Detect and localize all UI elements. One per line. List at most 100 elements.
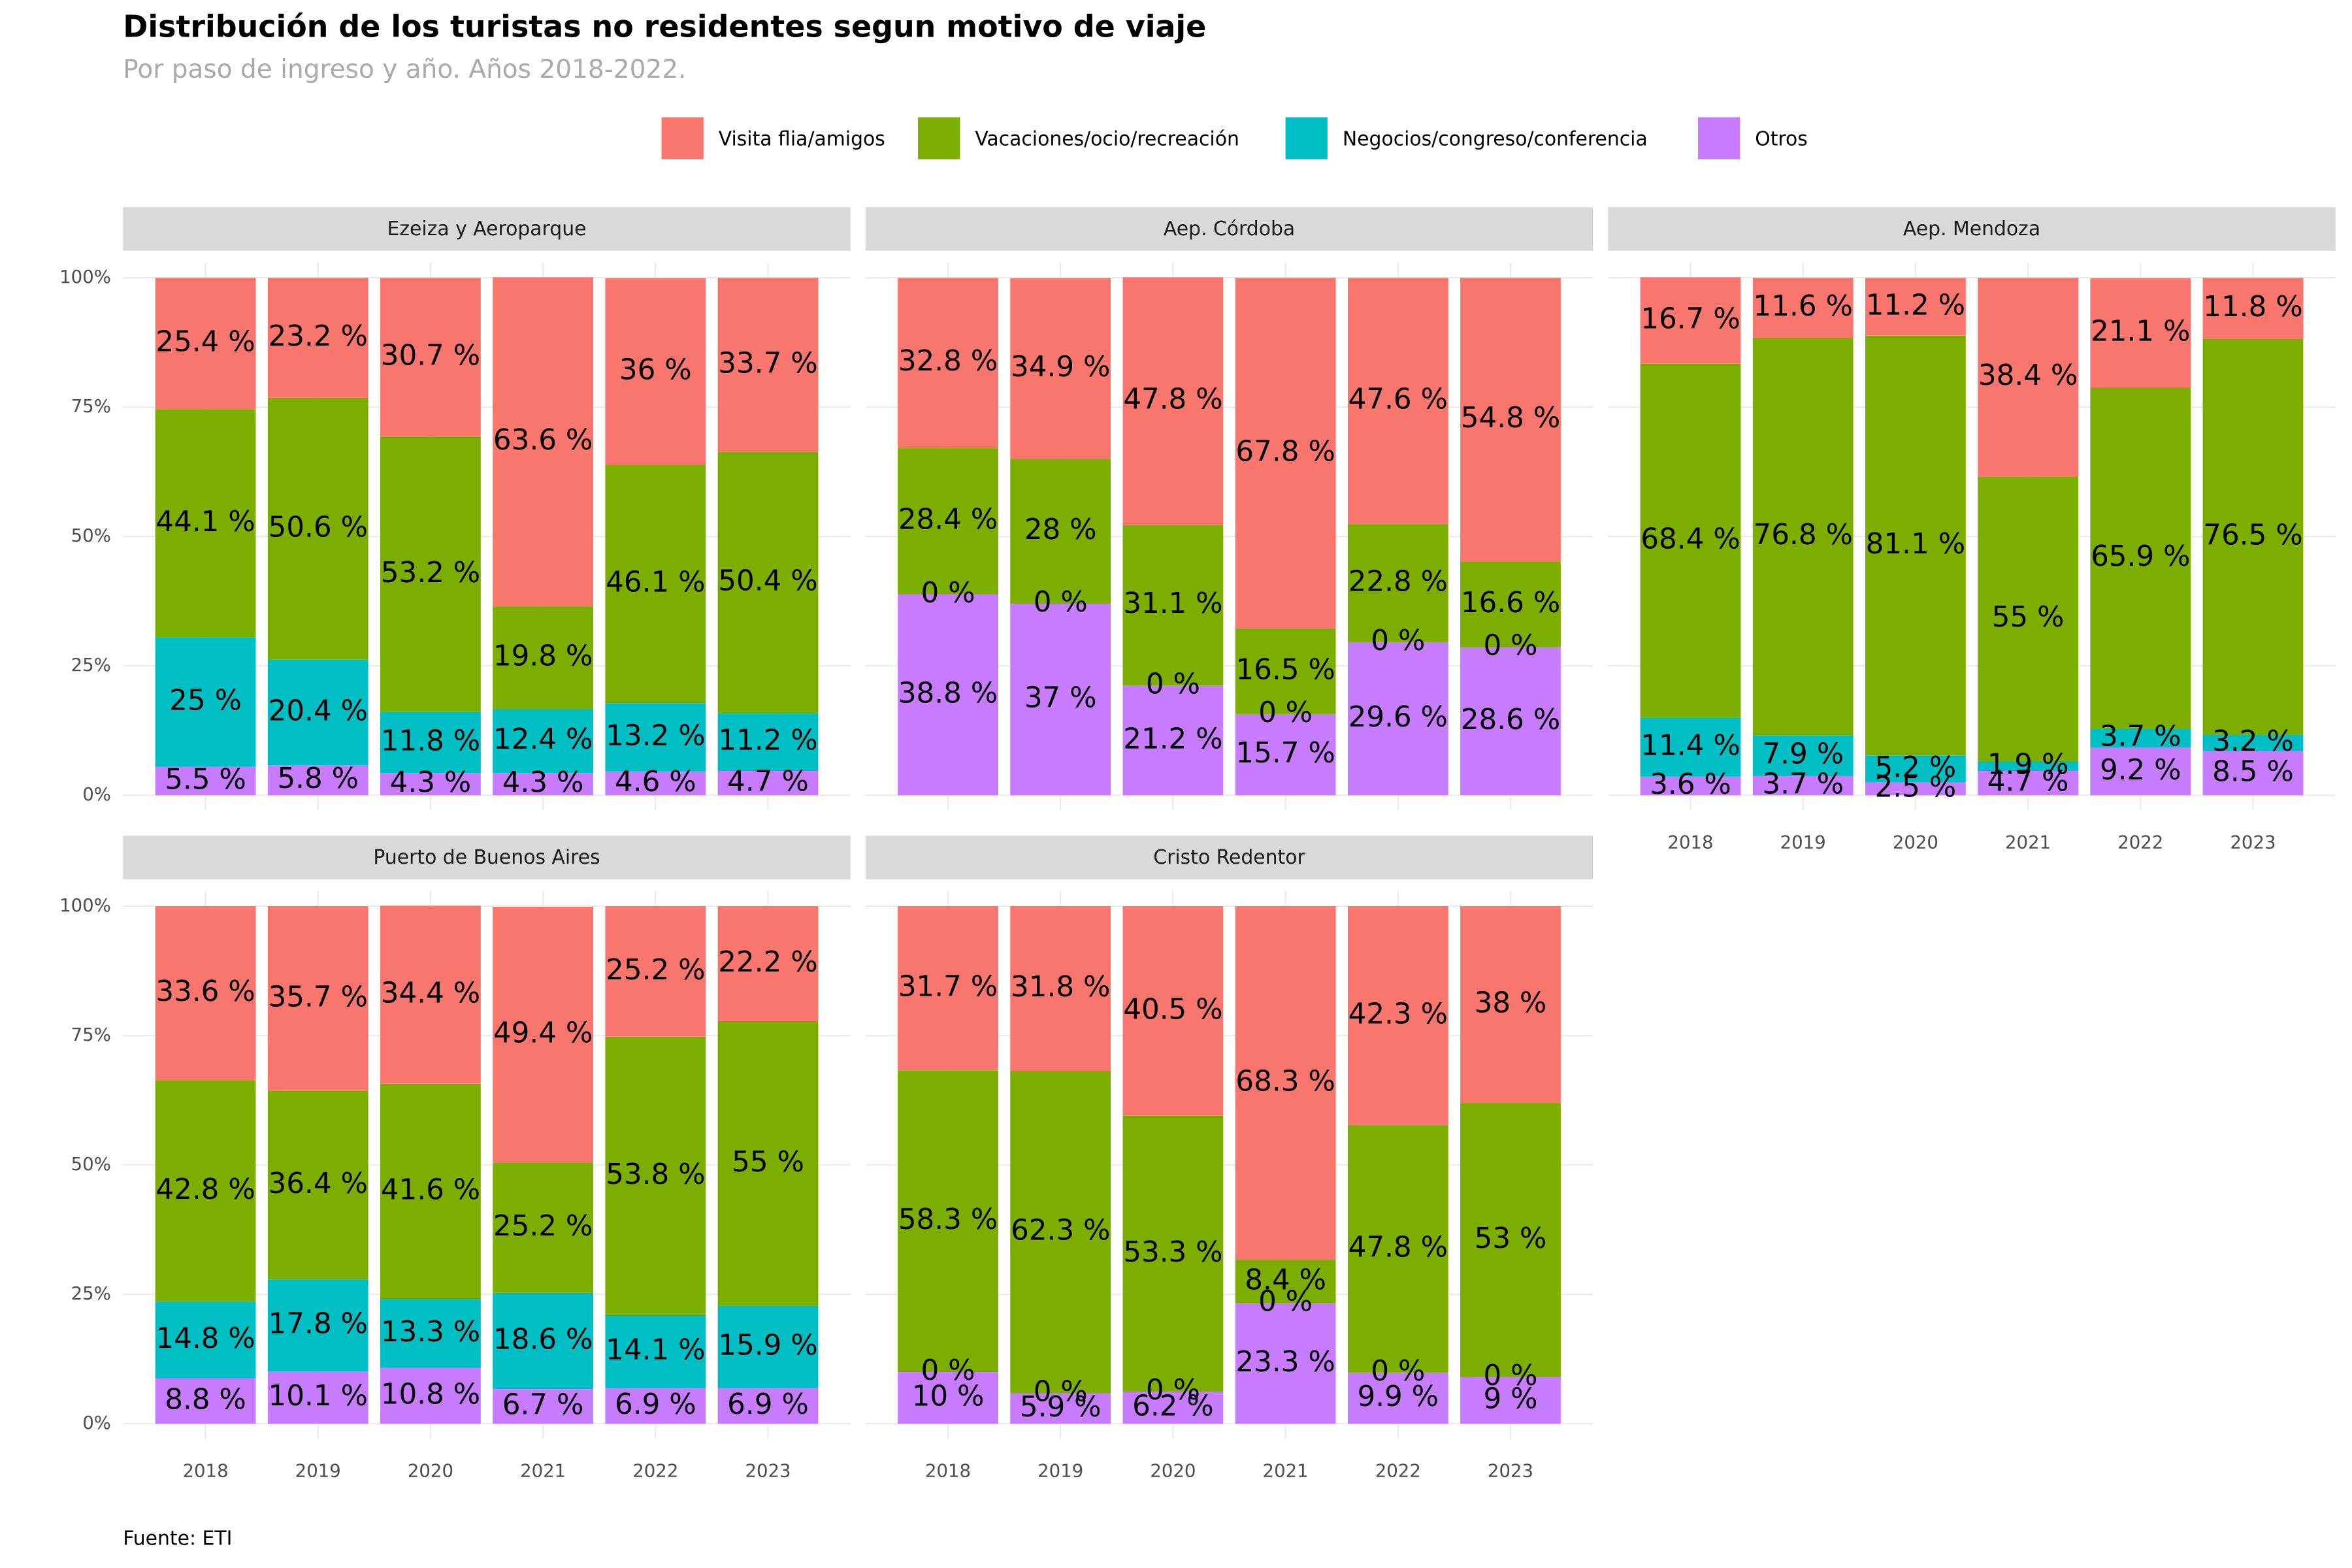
strip-label: Aep. Mendoza [1903,218,2040,240]
value-label: 81.1 % [1866,528,1965,561]
bar-segment [898,278,998,448]
bar-segment [605,465,706,704]
bar-segment [1235,713,1336,796]
bar-segment [380,1299,481,1368]
bar-segment [267,278,368,398]
value-label: 3.7 % [1762,768,1844,801]
bar-segment [1010,278,1111,459]
value-label: 25 % [169,685,242,717]
bar-segment [1865,755,1966,783]
bar-segment [605,1036,706,1315]
bar-segment [1865,278,1966,336]
y-tick-label: 25% [71,655,111,676]
y-tick-label: 100% [59,895,111,916]
value-label: 3.7 % [2100,721,2181,753]
bar-segment [2202,278,2304,339]
bar-segment [1235,629,1336,714]
value-label: 22.8 % [1348,565,1448,598]
value-label: 7.9 % [1762,738,1844,771]
value-label: 38 % [1475,987,1547,1020]
value-label: 11.4 % [1641,730,1740,762]
x-tick-label: 2023 [2230,832,2276,853]
value-label: 25.2 % [606,954,705,987]
value-label: 28 % [1024,514,1097,546]
value-label: 16.6 % [1461,587,1560,619]
value-label: 31.7 % [898,971,998,1004]
bar-segment [898,594,998,796]
bar-segment [1122,1392,1224,1424]
value-label: 9 % [1483,1383,1537,1416]
bar-segment [717,906,819,1021]
bar-segment [1122,1115,1224,1392]
value-label: 11.2 % [1866,289,1965,321]
bar-segment [267,659,368,766]
x-tick-label: 2021 [520,1461,566,1482]
x-tick-label: 2020 [1893,832,1938,853]
bar-segment [380,436,481,712]
value-label: 11.6 % [1753,290,1852,323]
bar-segment [1347,524,1448,642]
bar-segment [1460,278,1561,562]
value-label: 15.7 % [1235,737,1335,770]
bar-segment [1347,1372,1448,1424]
bar-segment [493,708,594,774]
legend-key [918,117,960,159]
legend-key [661,117,704,159]
bar-segment [898,906,998,1071]
legend-key [1285,117,1328,159]
strip [865,836,1593,879]
value-label: 3.6 % [1650,768,1731,801]
value-label: 37 % [1024,682,1097,715]
value-label: 30.7 % [381,340,480,372]
strip-label: Ezeiza y Aeroparque [387,218,587,240]
bar-segment [1752,776,1854,796]
value-label: 4.7 % [727,766,809,798]
value-label: 11.8 % [2203,291,2302,323]
value-label: 49.4 % [493,1017,593,1050]
bar-segment [380,1367,481,1424]
bar-segment [1235,278,1336,629]
value-label: 63.6 % [493,424,593,457]
bar-segment [155,409,256,638]
bar-segment [1978,770,2078,796]
value-label: 14.8 % [155,1322,255,1355]
value-label: 35.7 % [269,981,368,1014]
bar-segment [1235,906,1336,1260]
bar-segment [1460,561,1561,647]
bar-segment [1347,1125,1448,1373]
bar-segment [2202,751,2304,796]
bar-segment [717,452,819,713]
value-label: 50.4 % [718,565,817,598]
value-label: 4.3 % [502,766,584,799]
bar-segment [1460,906,1561,1103]
bar-segment [493,1292,594,1390]
strip [865,207,1593,251]
bar-segment [493,906,594,1163]
value-label: 55 % [1992,601,2065,634]
value-label: 44.1 % [155,506,255,538]
value-label: 10 % [912,1380,985,1413]
legend-label: Otros [1755,127,1808,150]
strip-label: Cristo Redentor [1153,846,1305,869]
legend-key [1697,117,1740,159]
value-label: 13.2 % [606,720,705,753]
value-label: 10.8 % [381,1378,480,1411]
strip [123,207,851,251]
value-label: 33.6 % [155,975,255,1008]
bar-segment [1122,906,1224,1116]
value-label: 0 % [1258,696,1313,729]
bar-segment [717,713,819,771]
bar-segment [717,1305,819,1388]
bar-segment [1752,278,1854,338]
bar-segment [267,1371,368,1424]
strip-label: Puerto de Buenos Aires [373,846,600,869]
bar-segment [380,906,481,1084]
x-tick-label: 2018 [1667,832,1713,853]
value-label: 0 % [1483,630,1537,662]
value-label: 14.1 % [606,1334,705,1367]
x-tick-label: 2019 [1780,832,1826,853]
value-label: 16.7 % [1641,302,1740,335]
bar-segment [380,711,481,774]
value-label: 53.3 % [1123,1236,1222,1269]
y-tick-label: 0% [82,784,111,805]
